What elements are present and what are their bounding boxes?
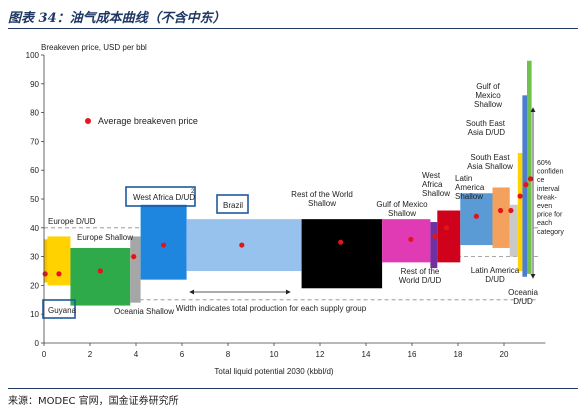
average-dot: [473, 213, 479, 219]
y-tick-label: 90: [30, 80, 39, 89]
y-tick-label: 40: [30, 224, 39, 233]
cost-bar: [70, 247, 131, 306]
segment-label: Europe D/UD: [48, 217, 96, 226]
x-tick-label: 0: [42, 350, 47, 359]
cost-bar: [130, 236, 141, 303]
average-dot: [432, 233, 438, 240]
label-layer: Europe D/UD Guyana Europe Shallow Oceania S…: [42, 82, 538, 319]
x-tick-label: 10: [270, 350, 279, 359]
cost-bar: [430, 222, 438, 269]
cost-bar: [460, 193, 493, 246]
segment-label: Latin America D/UD: [471, 266, 520, 284]
average-dot: [56, 271, 62, 277]
x-tick-label: 20: [500, 350, 509, 359]
average-dot: [527, 176, 534, 182]
y-tick-label: 50: [30, 195, 39, 204]
figure-title: 图表 34：油气成本曲线（不含中东）: [8, 11, 226, 26]
segment-label: Latin America Shallow: [455, 174, 485, 201]
callout-box: [125, 186, 196, 207]
title-rule: [8, 28, 578, 29]
y-tick-label: 0: [35, 339, 40, 348]
average-dot: [239, 242, 245, 248]
interval-annotation: 60% confiden ce interval break-even price for…: [537, 160, 564, 236]
y-tick-label: 20: [30, 281, 39, 290]
callout-box: [42, 299, 76, 319]
segment-label: Guyana: [48, 306, 77, 315]
cost-bar: [509, 204, 518, 257]
cost-bar: [527, 60, 532, 274]
segment-label: Rest of the World D/UD: [399, 267, 442, 285]
average-dot: [517, 193, 523, 199]
segment-label: Europe Shallow: [77, 233, 133, 242]
segment-label: Gulf of Mexico Shallow: [376, 200, 428, 218]
average-dot: [338, 239, 344, 245]
x-tick-label: 14: [362, 350, 371, 359]
segment-label: West Africa Shallow: [422, 171, 450, 198]
segment-label: South East Asia D/UD: [466, 119, 506, 137]
cost-bar: [44, 239, 48, 283]
segment-label: Oceania Shallow: [114, 307, 174, 316]
y-tick-label: 80: [30, 109, 39, 118]
y-tick-label: 30: [30, 253, 39, 262]
average-dot: [523, 182, 529, 188]
average-dot: [497, 207, 504, 214]
cost-bar: [301, 219, 383, 289]
cost-bar: [492, 187, 510, 248]
cost-bar: [437, 210, 461, 263]
average-dot: [97, 268, 103, 274]
segment-label: West Africa D/UD: [133, 193, 195, 202]
average-dot: [131, 254, 137, 260]
source-note: 来源：MODEC 官网，国金证券研究所: [8, 396, 179, 407]
x-tick-label: 8: [226, 350, 231, 359]
x-tick-label: 4: [134, 350, 139, 359]
y-tick-label: 60: [30, 166, 39, 175]
legend-dot: [85, 118, 91, 124]
cost-bar: [517, 152, 523, 271]
y-axis-label: Breakeven price, USD per bbl: [41, 43, 147, 52]
segment-label: Gulf of Mexico Shallow: [474, 82, 502, 109]
source-rule: [8, 388, 578, 389]
average-dot: [161, 242, 167, 248]
x-tick-label: 18: [454, 350, 463, 359]
x-tick-label: 6: [180, 350, 185, 359]
average-dot: [408, 236, 414, 242]
plot-layer: [42, 60, 539, 306]
x-tick-label: 2: [88, 350, 93, 359]
y-tick-label: 70: [30, 137, 39, 146]
segment-label: Oceania D/UD: [508, 288, 538, 306]
legend-label: Average breakeven price: [98, 116, 198, 126]
segment-label: 2: [191, 189, 195, 195]
axis-layer: Breakeven price, USD per bbl Total liqui…: [26, 43, 565, 376]
y-tick-label: 10: [30, 310, 39, 319]
segment-label: Rest of the World Shallow: [291, 190, 353, 208]
cost-bar: [47, 236, 71, 286]
cost-bar: [382, 219, 431, 263]
x-axis-label: Total liquid potential 2030 (kbbl/d): [214, 367, 334, 376]
segment-label: South East Asia Shallow: [467, 153, 513, 171]
cost-bar: [140, 204, 187, 280]
segment-label: Brazil: [223, 201, 243, 210]
x-tick-label: 16: [408, 350, 417, 359]
width-annotation: Width indicates total production for eac…: [176, 304, 367, 313]
average-dot: [42, 271, 48, 277]
average-dot: [443, 225, 450, 231]
average-dot: [508, 207, 514, 214]
y-tick-label: 100: [26, 51, 40, 60]
x-tick-label: 12: [316, 350, 325, 359]
callout-box: [216, 194, 249, 214]
